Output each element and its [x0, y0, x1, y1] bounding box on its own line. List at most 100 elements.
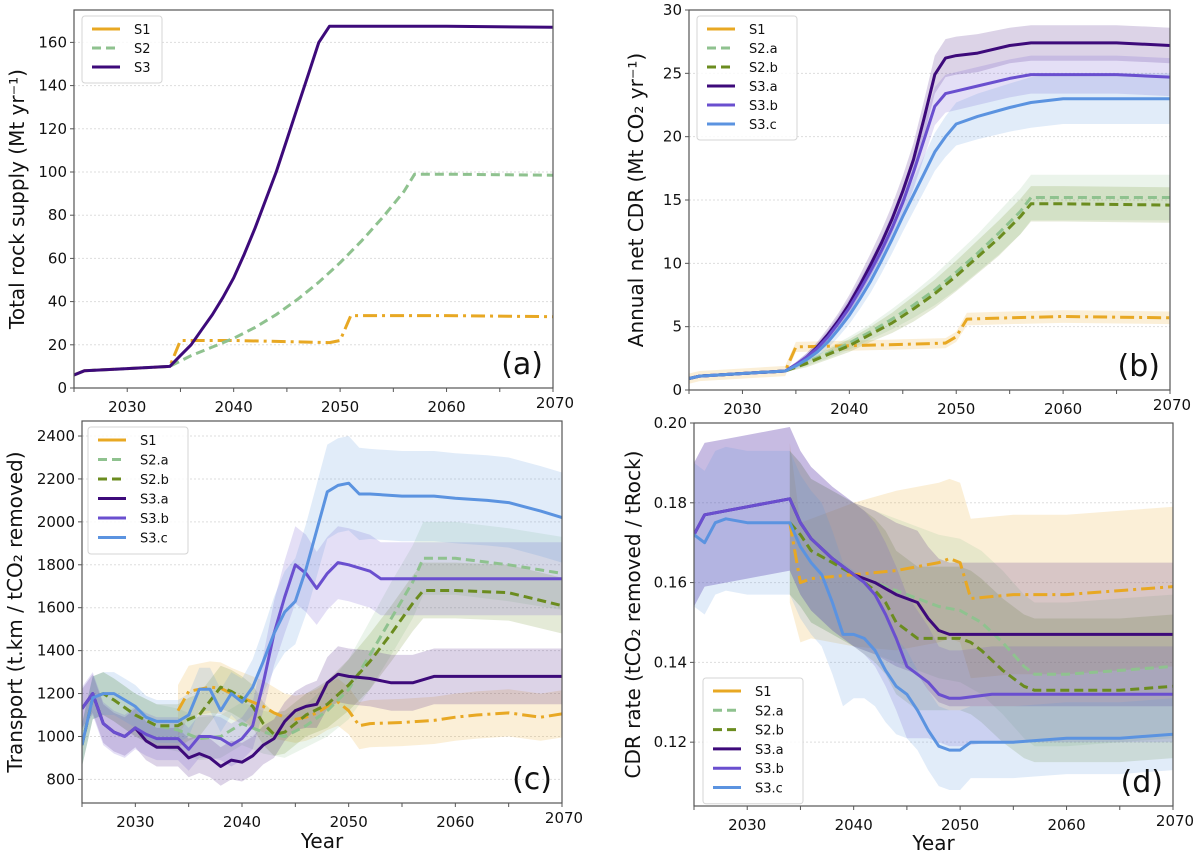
xlabel-d: Year	[911, 831, 955, 853]
ytick-label-c: 800	[46, 770, 75, 788]
xtick-label-a: 2040	[215, 398, 253, 416]
legend-label-s2-a: S2.a	[140, 454, 169, 469]
ytick-label-d: 0.16	[654, 574, 687, 592]
series-line-b-s1	[689, 315, 1170, 381]
xtick-label-b: 2060	[1044, 400, 1082, 418]
legend-label-s3-b: S3.b	[755, 762, 784, 777]
xtick-label-c: 2040	[223, 813, 261, 831]
series-line-d-s2-a	[788, 521, 1173, 676]
panel-b-annual-net-cdr: 0 5 10 15 20 25 30 2030 2040 2050 2060 2070 Annual n…	[624, 1, 1191, 418]
ytick-label-c: 1600	[37, 599, 75, 617]
legend-c: S1 S2.a S2.b S3.a S3.b S3.c	[87, 426, 189, 555]
xtick-label-d: 2040	[835, 816, 873, 834]
panel-label-d: (d)	[1121, 765, 1163, 800]
series-line-a-s3	[74, 24, 553, 377]
ytick-label-a: 0	[57, 379, 67, 397]
ytick-label-d: 0.20	[654, 414, 687, 432]
series-line-a-s1	[74, 314, 553, 377]
panel-c-transport: 800 1000 1200 1400 1600 1800 2000 2200 2400 2030 2…	[3, 420, 583, 853]
xtick-label-d: 2030	[728, 816, 766, 834]
ytick-label-b: 5	[672, 318, 682, 336]
xtick-label-a: 2030	[108, 398, 146, 416]
xtick-label-b: 2050	[937, 400, 975, 418]
ylabel-c: Transport (t.km / tCO₂ removed)	[3, 451, 27, 773]
ytick-label-a: 80	[48, 206, 67, 224]
series-line-d-s3-b	[694, 497, 1173, 700]
ytick-label-d: 0.12	[654, 733, 687, 751]
plot-area-c	[82, 436, 562, 786]
legend-label-s1: S1	[755, 685, 772, 700]
legend-label-s3-b: S3.b	[749, 99, 778, 114]
band-b-s2-a	[689, 174, 1170, 380]
ytick-label-c: 2000	[37, 513, 75, 531]
legend-b: S1 S2.a S2.b S3.a S3.b S3.c	[696, 15, 798, 141]
plot-area-d	[694, 427, 1173, 790]
ytick-label-b: 0	[672, 381, 682, 399]
xtick-label-a: 2050	[321, 398, 359, 416]
xtick-label-b: 2040	[830, 400, 868, 418]
axes-frame-d	[693, 422, 1174, 807]
legend-a: S1 S2 S3	[81, 15, 163, 84]
ytick-label-a: 120	[38, 120, 67, 138]
legend-box-d	[702, 677, 804, 805]
xtick-label-d: 2070	[1156, 812, 1194, 830]
ylabel-b: Annual net CDR (Mt CO₂ yr⁻¹)	[624, 53, 648, 347]
ytick-label-d: 0.14	[654, 653, 687, 671]
panel-d-cdr-rate: 0.12 0.14 0.16 0.18 0.20 2030 2040 2050 2060 2070…	[621, 414, 1194, 853]
legend-label-s3-a: S3.a	[755, 743, 784, 758]
plot-area-b	[689, 25, 1170, 384]
ytick-label-d: 0.18	[654, 494, 687, 512]
band-d-s3-b	[694, 427, 1173, 747]
ytick-label-c: 1400	[37, 642, 75, 660]
legend-label-s1: S1	[134, 23, 151, 38]
ytick-label-b: 30	[663, 1, 682, 19]
ytick-label-c: 1200	[37, 685, 75, 703]
plot-area-a	[74, 24, 553, 377]
ytick-label-c: 1000	[37, 727, 75, 745]
ytick-label-a: 100	[38, 163, 67, 181]
xtick-label-a: 2060	[427, 398, 465, 416]
legend-label-s2-b: S2.b	[140, 473, 169, 488]
ytick-label-a: 60	[48, 249, 67, 267]
band-c-s3-c	[82, 436, 562, 767]
ytick-label-b: 10	[663, 254, 682, 272]
legend-label-s3-a: S3.a	[140, 493, 169, 508]
series-line-c-s2-b	[82, 589, 562, 746]
series-line-d-s3-c	[694, 517, 1173, 752]
legend-label-s3-c: S3.c	[755, 782, 783, 797]
xtick-label-a: 2070	[536, 394, 574, 412]
legend-label-s3-b: S3.b	[140, 512, 169, 527]
axes-frame-c	[81, 420, 563, 804]
legend-label-s2-b: S2.b	[749, 61, 778, 76]
panel-label-a: (a)	[501, 347, 543, 382]
legend-label-s2-b: S2.b	[755, 724, 784, 739]
legend-box-b	[696, 15, 798, 141]
ytick-label-a: 140	[38, 77, 67, 95]
band-c-s3-b	[82, 526, 562, 771]
xtick-label-d: 2060	[1047, 816, 1085, 834]
band-d-s2-b	[789, 450, 1173, 763]
xtick-label-b: 2030	[723, 400, 761, 418]
ytick-label-b: 15	[663, 191, 682, 209]
legend-label-s1: S1	[140, 434, 157, 449]
legend-label-s2-a: S2.a	[749, 42, 778, 57]
xtick-label-b: 2070	[1153, 396, 1191, 414]
ytick-label-c: 1800	[37, 556, 75, 574]
series-line-c-s3-a	[82, 672, 562, 768]
series-line-d-s1	[788, 522, 1173, 600]
legend-box-c	[87, 426, 189, 555]
xtick-label-c: 2060	[436, 813, 474, 831]
band-c-s1	[178, 661, 562, 750]
legend-label-s2-a: S2.a	[755, 704, 784, 719]
xtick-label-c: 2050	[330, 813, 368, 831]
series-line-c-s3-b	[82, 561, 562, 751]
ylabel-a: Total rock supply (Mt yr⁻¹)	[5, 69, 29, 330]
xtick-label-c: 2030	[116, 813, 154, 831]
ytick-label-c: 2200	[37, 470, 75, 488]
series-line-c-s3-c	[82, 481, 562, 746]
axes-frame-a	[73, 9, 554, 389]
band-b-s2-b	[689, 186, 1170, 380]
ylabel-d: CDR rate (tCO₂ removed / tRock)	[621, 451, 645, 779]
